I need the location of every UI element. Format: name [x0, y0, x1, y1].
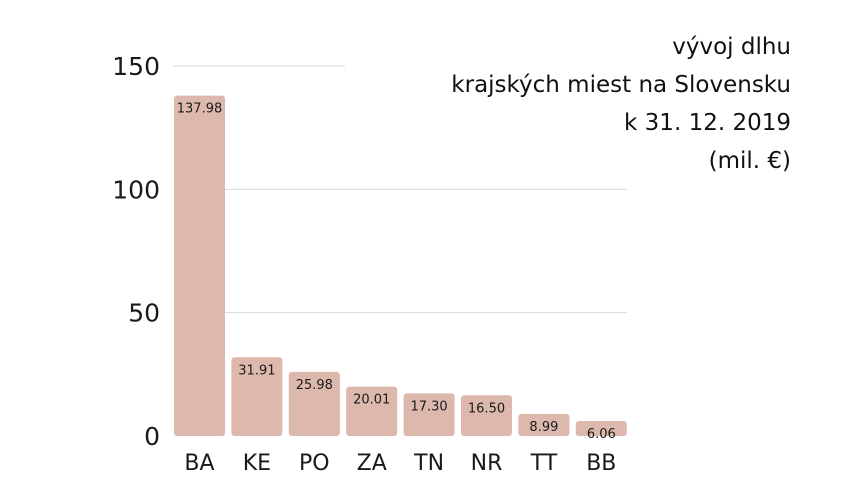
grid-lines — [173, 65, 627, 314]
bar — [231, 357, 283, 436]
bar — [518, 413, 570, 436]
y-axis-ticks: 0 50 100 150 — [112, 52, 160, 451]
x-tick-label: TN — [413, 451, 444, 476]
x-tick-label: BB — [586, 451, 616, 476]
chart-title-line-3: k 31. 12. 2019 — [624, 110, 791, 136]
bar — [346, 386, 398, 436]
bar-value-label: 17.30 — [410, 399, 447, 414]
bar — [288, 371, 340, 436]
bar-value-label: 25.98 — [296, 378, 333, 393]
bar-value-label: 31.91 — [238, 363, 275, 378]
bar — [403, 393, 455, 436]
x-tick-label: NR — [471, 451, 503, 476]
bar-value-label: 16.50 — [468, 401, 505, 416]
bars — [174, 95, 627, 437]
bar — [461, 395, 512, 436]
bar-value-label: 8.99 — [529, 420, 558, 435]
x-tick-label: ZA — [357, 451, 387, 476]
chart-title-line-4: (mil. €) — [708, 148, 791, 174]
y-tick-label: 0 — [144, 422, 160, 451]
x-tick-label: TT — [530, 451, 558, 476]
bar — [174, 95, 225, 437]
x-tick-label: BA — [184, 451, 214, 476]
y-tick-label: 150 — [112, 52, 160, 81]
bar — [575, 421, 627, 436]
x-axis-ticks: BA KE PO ZA TN NR TT BB — [184, 451, 616, 476]
chart-title: vývoj dlhu krajských miest na Slovensku … — [451, 28, 791, 180]
value-labels: 137.98 31.91 25.98 20.01 17.30 16.50 8.99 6.06 — [177, 102, 616, 442]
chart-title-line-1: vývoj dlhu — [672, 34, 791, 60]
bar-value-label: 6.06 — [587, 427, 616, 442]
y-tick-label: 50 — [128, 299, 160, 328]
chart-title-line-2: krajských miest na Slovensku — [451, 72, 791, 98]
bar-value-label: 20.01 — [353, 393, 390, 408]
bar-value-label: 137.98 — [177, 102, 223, 117]
y-tick-label: 100 — [112, 175, 160, 204]
x-tick-label: KE — [243, 451, 271, 476]
x-tick-label: PO — [299, 451, 330, 476]
